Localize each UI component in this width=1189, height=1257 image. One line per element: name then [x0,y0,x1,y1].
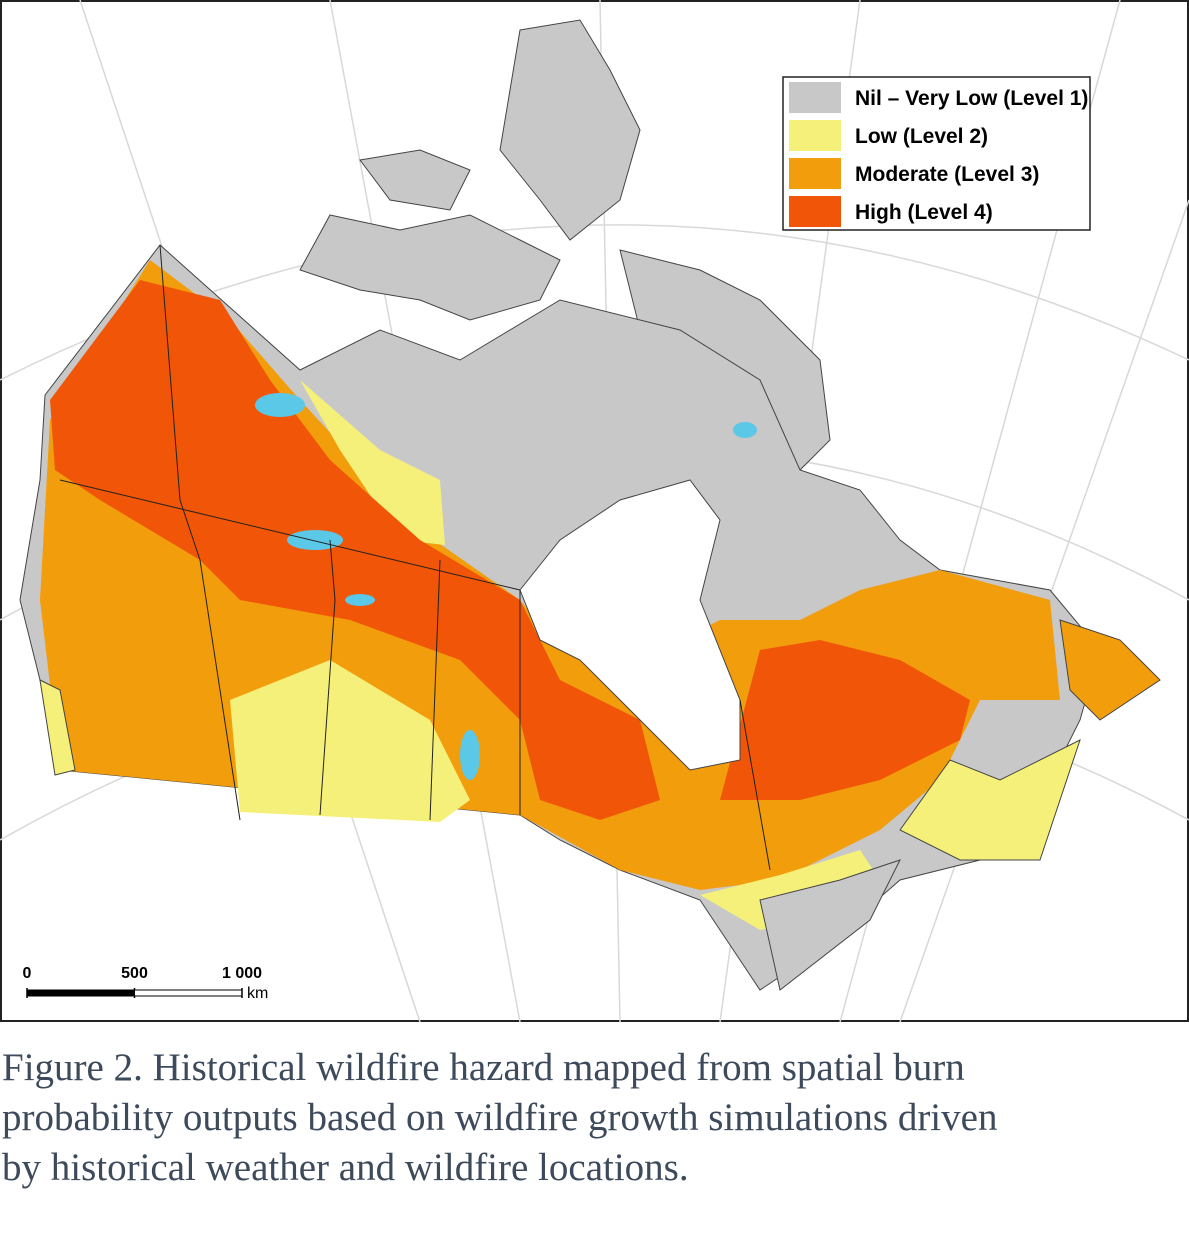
legend-label: Low (Level 2) [855,125,988,148]
scale-unit: km [247,985,268,1002]
lake [733,422,757,438]
scale-segment [26,989,135,997]
zone [300,380,445,545]
lake [255,393,305,417]
map: Nil – Very Low (Level 1) Low (Level 2) Mod… [0,0,1189,1023]
lakes [255,393,757,780]
newfoundland [1059,619,1161,721]
zone [720,640,970,800]
zone [230,660,470,822]
zone [759,859,901,991]
legend-swatch [789,120,841,151]
vancouver-island [39,679,76,776]
legend-label: Moderate (Level 3) [855,163,1039,186]
lake [287,530,343,550]
scale-tick-label: 1 000 [222,965,262,982]
legend-swatch [789,158,841,189]
arctic-island [359,149,471,211]
caption-line: probability outputs based on wildfire gr… [2,1096,998,1139]
arctic-island [299,214,561,321]
zone [899,739,1081,861]
legend: Nil – Very Low (Level 1) Low (Level 2) Mod… [782,76,1091,231]
scale-tick-label: 0 [23,965,32,982]
caption-line: Figure 2. Historical wildfire hazard map… [2,1046,965,1089]
borders [59,244,771,871]
zone [50,280,660,820]
lake [460,730,480,780]
legend-swatch [789,196,841,227]
scale-tick-label: 500 [121,965,148,982]
legend-label: Nil – Very Low (Level 1) [855,87,1088,110]
scale-bar: 0 500 1 000 km [23,965,269,1002]
legend-swatch [789,82,841,113]
arctic-island [499,19,641,241]
scale-segment [134,989,243,997]
legend-label: High (Level 4) [855,201,993,224]
lake [345,594,375,606]
caption-line: by historical weather and wildfire locat… [2,1146,689,1189]
